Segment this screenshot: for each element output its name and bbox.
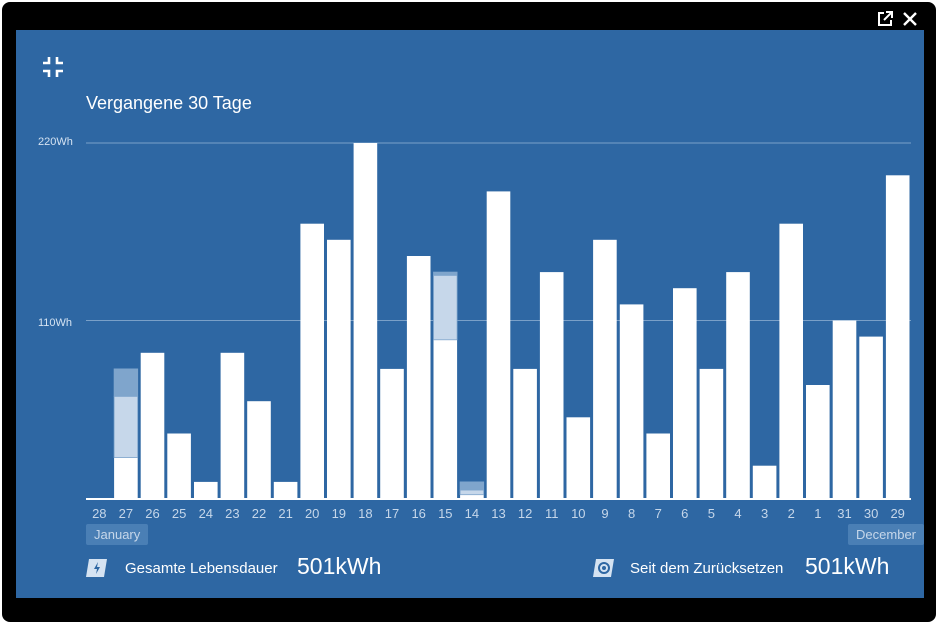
bar-19-segment-0[interactable]: [327, 239, 351, 499]
bar-27-segment-1[interactable]: [113, 395, 139, 458]
month-label-december: December: [848, 524, 924, 545]
x-tick-label: 13: [491, 506, 505, 521]
x-tick-label: 7: [655, 506, 662, 521]
bar-14-segment-1[interactable]: [459, 489, 485, 496]
bar-14-segment-0[interactable]: [460, 494, 484, 498]
x-tick-label: 4: [734, 506, 741, 521]
x-tick-label: 27: [119, 506, 133, 521]
x-tick-label: 26: [145, 506, 159, 521]
bar-1-segment-0[interactable]: [806, 385, 830, 498]
bar-8-segment-0[interactable]: [619, 304, 644, 498]
bar-14-segment-2[interactable]: [459, 481, 485, 491]
x-tick-label: 18: [358, 506, 372, 521]
x-tick-label: 24: [199, 506, 213, 521]
open-external-icon[interactable]: [874, 8, 896, 30]
chart-panel: Vergangene 30 Tage 220Wh 110Wh 28 27 26 25 2…: [16, 30, 924, 598]
lifetime-label: Gesamte Lebensdauer: [125, 560, 278, 577]
x-tick-label: 10: [571, 506, 585, 521]
bar-27-segment-2[interactable]: [113, 368, 139, 397]
bar-13-segment-0[interactable]: [486, 191, 511, 498]
bar-12-segment-0[interactable]: [513, 368, 537, 498]
bar-15-segment-1[interactable]: [433, 274, 458, 341]
bar-31-segment-0[interactable]: [832, 320, 857, 499]
x-tick-label: 1: [814, 506, 821, 521]
month-label-january: January: [86, 524, 149, 545]
bar-9-segment-0[interactable]: [593, 239, 617, 499]
x-tick-label: 25: [172, 506, 186, 521]
chart-title: Vergangene 30 Tage: [86, 93, 252, 113]
bar-11-segment-0[interactable]: [539, 272, 564, 498]
bar-23-segment-0[interactable]: [220, 352, 245, 498]
lifetime-value: 501kWh: [297, 553, 382, 579]
x-tick-label: 19: [332, 506, 346, 521]
x-tick-label: 17: [385, 506, 399, 521]
bar-22-segment-0[interactable]: [247, 401, 271, 498]
x-tick-label: 23: [225, 506, 239, 521]
bar-7-segment-0[interactable]: [646, 433, 670, 499]
x-tick-label: 9: [601, 506, 608, 521]
bar-27-segment-0[interactable]: [114, 457, 138, 498]
bar-25-segment-0[interactable]: [167, 433, 191, 499]
x-tick-label: 15: [438, 506, 452, 521]
x-tick-label: 5: [708, 506, 715, 521]
bar-16-segment-0[interactable]: [406, 256, 431, 498]
bar-10-segment-0[interactable]: [566, 417, 591, 498]
bar-5-segment-0[interactable]: [699, 368, 724, 498]
bar-18-segment-0[interactable]: [353, 143, 378, 498]
bar-6-segment-0[interactable]: [673, 288, 697, 498]
x-tick-label: 21: [278, 506, 292, 521]
bar-30-segment-0[interactable]: [859, 336, 883, 498]
x-tick-label: 12: [518, 506, 532, 521]
charge-icon: [84, 557, 110, 579]
x-tick-label: 14: [465, 506, 479, 521]
x-tick-label: 2: [788, 506, 795, 521]
since-reset-value: 501kWh: [805, 553, 890, 579]
x-tick-label: 28: [92, 506, 106, 521]
x-tick-label: 16: [411, 506, 425, 521]
close-icon[interactable]: [899, 8, 921, 30]
reset-icon: [591, 557, 617, 579]
x-tick-label: 22: [252, 506, 266, 521]
bar-26-segment-0[interactable]: [140, 352, 165, 498]
x-tick-label: 11: [545, 506, 559, 521]
bar-24-segment-0[interactable]: [194, 481, 218, 498]
x-tick-label: 6: [681, 506, 688, 521]
bar-29-segment-0[interactable]: [885, 175, 910, 499]
x-tick-label: 29: [890, 506, 904, 521]
bar-chart: 28 27 26 25 24 23 22 21 20 19 18 17 16 15 14 13 12 11 10 9 8…: [86, 142, 911, 521]
bar-15-segment-2[interactable]: [433, 271, 458, 276]
x-tick-label: 8: [628, 506, 635, 521]
bar-17-segment-0[interactable]: [380, 368, 404, 498]
since-reset-label: Seit dem Zurücksetzen: [630, 560, 784, 577]
bar-20-segment-0[interactable]: [300, 223, 324, 498]
bar-2-segment-0[interactable]: [779, 223, 803, 498]
x-tick-label: 3: [761, 506, 768, 521]
x-tick-label: 30: [864, 506, 878, 521]
bar-3-segment-0[interactable]: [752, 465, 777, 498]
x-tick-label: 31: [837, 506, 851, 521]
bar-21-segment-0[interactable]: [273, 481, 298, 498]
bar-15-segment-0[interactable]: [433, 339, 458, 498]
x-tick-label: 20: [305, 506, 319, 521]
bar-4-segment-0[interactable]: [726, 272, 750, 498]
collapse-icon[interactable]: [40, 54, 66, 80]
y-tick-label: 220Wh: [38, 136, 73, 148]
y-tick-label: 110Wh: [38, 317, 73, 329]
